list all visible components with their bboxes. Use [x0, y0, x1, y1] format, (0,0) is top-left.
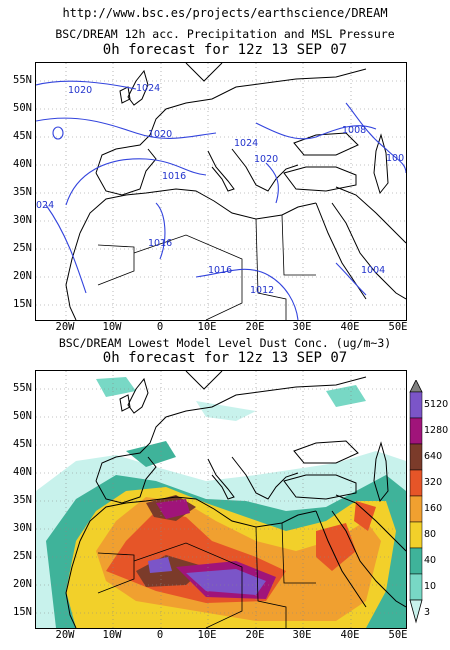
- lon-label: 0: [156, 629, 164, 641]
- lat-label: 15N: [13, 606, 32, 618]
- colorbar-label: 640: [424, 451, 443, 462]
- lat-label: 45N: [13, 130, 32, 142]
- source-url: http://www.bsc.es/projects/earthscience/…: [62, 6, 388, 20]
- lon-label: 50E: [388, 629, 408, 641]
- lat-label: 30N: [13, 214, 32, 226]
- lat-label: 40N: [13, 466, 32, 478]
- lon-label: 20E: [245, 629, 265, 641]
- lon-label: 20W: [55, 321, 75, 333]
- colorbar-label: 3: [424, 607, 431, 618]
- isobar-label: 1020: [68, 85, 92, 96]
- isobar-label: 1016: [148, 238, 172, 249]
- lat-label: 30N: [13, 522, 32, 534]
- lat-label: 35N: [13, 186, 32, 198]
- lat-label: 45N: [13, 438, 32, 450]
- isobar-label: 1020: [254, 154, 278, 165]
- colorbar-label: 320: [424, 477, 443, 488]
- isobar-label: 1024: [234, 138, 258, 149]
- isobars: [36, 80, 406, 320]
- colorbar-swatch: [409, 521, 423, 549]
- isobar-label: 024: [36, 200, 54, 211]
- colorbar-swatch: [409, 573, 423, 601]
- colorbar-label: 1280: [424, 425, 449, 436]
- top-panel-title: BSC/DREAM 12h acc. Precipitation and MSL…: [55, 27, 395, 41]
- isobar-label: 1016: [162, 171, 186, 182]
- lon-label: 40E: [340, 321, 360, 333]
- bottom-panel-title: BSC/DREAM Lowest Model Level Dust Conc. …: [58, 336, 392, 350]
- lon-label: 10W: [102, 321, 122, 333]
- lat-label: 20N: [13, 270, 32, 282]
- isobar-label: 1024: [136, 83, 160, 94]
- colorbar-swatch: [409, 495, 423, 523]
- lon-label: 20E: [245, 321, 265, 333]
- colorbar-swatch: [409, 469, 423, 497]
- lon-label: 20W: [55, 629, 75, 641]
- colorbar-label: 80: [424, 529, 437, 540]
- lon-label: 10E: [197, 321, 217, 333]
- lon-label: 10E: [197, 629, 217, 641]
- colorbar-swatch: [409, 391, 423, 419]
- lat-label: 35N: [13, 494, 32, 506]
- colorbar-label: 40: [424, 555, 437, 566]
- bottom-panel-subtitle: 0h forecast for 12z 13 SEP 07: [102, 350, 348, 366]
- colorbar-swatch: [409, 547, 423, 575]
- coastlines: [65, 371, 406, 628]
- colorbar-label: 5120: [424, 399, 449, 410]
- lat-label: 20N: [13, 578, 32, 590]
- top-panel-subtitle: 0h forecast for 12z 13 SEP 07: [102, 42, 348, 58]
- lat-label: 40N: [13, 158, 32, 170]
- colorbar: [408, 380, 424, 626]
- lat-label: 50N: [13, 410, 32, 422]
- colorbar-swatch: [409, 443, 423, 471]
- isobar-label: 1008: [342, 125, 366, 136]
- lon-label: 30E: [292, 629, 312, 641]
- dust-map: [35, 370, 407, 629]
- lon-label: 40E: [340, 629, 360, 641]
- lat-label: 25N: [13, 550, 32, 562]
- colorbar-label: 160: [424, 503, 443, 514]
- pressure-map: 1020 1024 1020 1024 1020 1016 1016 1016 …: [35, 62, 407, 321]
- lon-label: 10W: [102, 629, 122, 641]
- isobar-label: 100: [386, 153, 404, 164]
- lat-label: 25N: [13, 242, 32, 254]
- lon-label: 30E: [292, 321, 312, 333]
- lon-label: 0: [156, 321, 164, 333]
- isobar-label: 1004: [361, 265, 385, 276]
- gridlines: [36, 63, 406, 320]
- lat-label: 15N: [13, 298, 32, 310]
- isobar-labels: 1020 1024 1020 1024 1020 1016 1016 1016 …: [36, 83, 404, 296]
- isobar-label: 1020: [148, 129, 172, 140]
- lat-label: 55N: [13, 382, 32, 394]
- colorbar-label: 10: [424, 581, 437, 592]
- colorbar-swatch: [409, 417, 423, 445]
- isobar-label: 1012: [250, 285, 274, 296]
- lon-label: 50E: [388, 321, 408, 333]
- lat-label: 50N: [13, 102, 32, 114]
- coastlines: [65, 63, 406, 320]
- isobar-label: 1016: [208, 265, 232, 276]
- dust-fields: [36, 377, 406, 628]
- lat-label: 55N: [13, 74, 32, 86]
